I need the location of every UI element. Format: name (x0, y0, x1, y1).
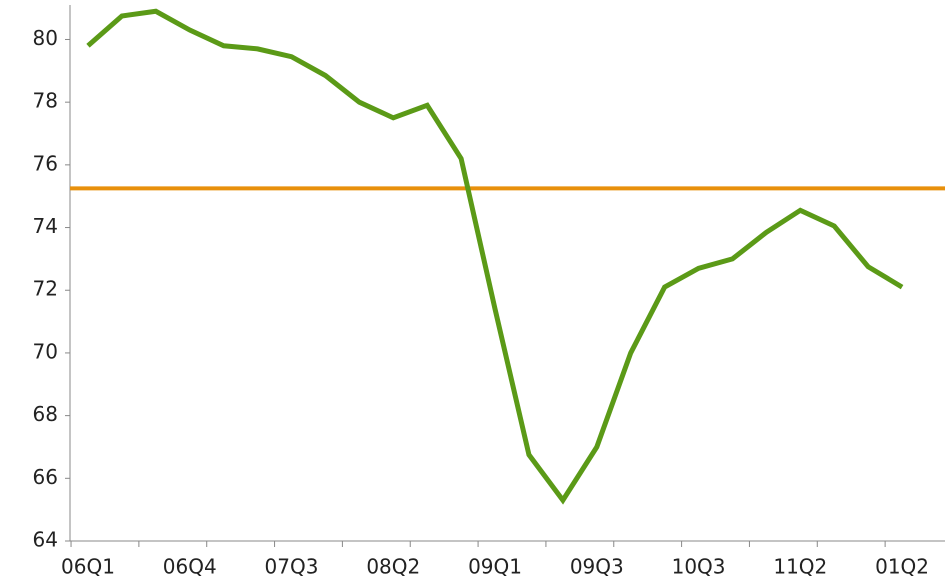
x-tick-label: 07Q3 (265, 555, 319, 579)
y-tick-label: 78 (33, 89, 58, 113)
x-tick-label: 06Q1 (61, 555, 115, 579)
line-series (86, 8, 904, 505)
x-tick-label: 01Q2 (875, 555, 929, 579)
x-tick-label: 11Q2 (773, 555, 827, 579)
x-tick-label: 06Q4 (163, 555, 217, 579)
y-tick-label: 72 (33, 277, 58, 301)
y-tick-label: 80 (33, 26, 58, 50)
x-tick-label: 09Q3 (570, 555, 624, 579)
y-tick-label: 76 (33, 151, 58, 175)
x-tick-label: 09Q1 (468, 555, 522, 579)
y-tick-label: 66 (33, 465, 58, 489)
x-tick-label: 08Q2 (366, 555, 420, 579)
y-tick-label: 68 (33, 402, 58, 426)
y-tick-label: 70 (33, 339, 58, 363)
y-tick-label: 74 (33, 214, 58, 238)
x-tick-label: 10Q3 (672, 555, 726, 579)
y-tick-label: 64 (33, 528, 58, 552)
